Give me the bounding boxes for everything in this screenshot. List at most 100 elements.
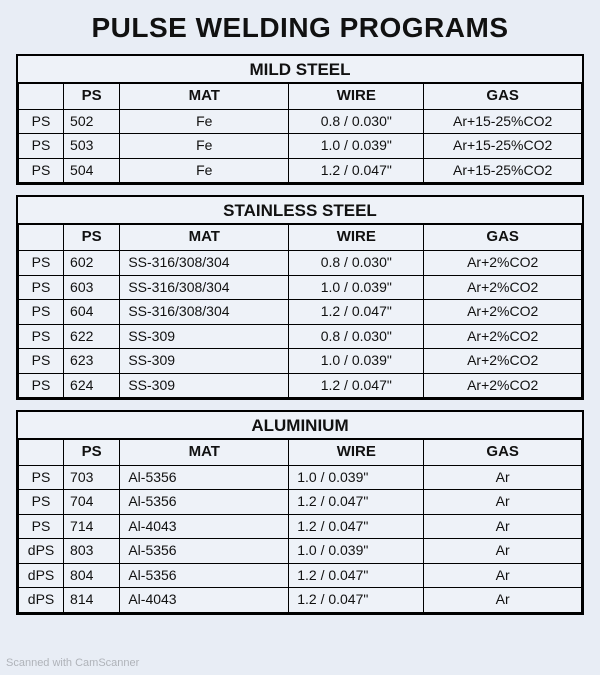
cell-mat: Al-5356	[120, 465, 289, 490]
section-mild-steel: MILD STEEL PS MAT WIRE GAS PS 502 Fe 0.8…	[16, 54, 584, 185]
cell-gas: Ar+2%CO2	[424, 373, 582, 398]
cell-gas: Ar	[424, 588, 582, 613]
cell-gas: Ar+15-25%CO2	[424, 109, 582, 134]
cell-wire: 1.0 / 0.039"	[289, 275, 424, 300]
cell-ps: 504	[64, 158, 120, 183]
col-blank	[19, 84, 64, 110]
table-row: PS 603 SS-316/308/304 1.0 / 0.039" Ar+2%…	[19, 275, 582, 300]
table-header-row: PS MAT WIRE GAS	[19, 84, 582, 110]
cell-ps: 503	[64, 134, 120, 159]
cell-prefix: PS	[19, 465, 64, 490]
table-row: PS 503 Fe 1.0 / 0.039" Ar+15-25%CO2	[19, 134, 582, 159]
cell-gas: Ar+2%CO2	[424, 275, 582, 300]
cell-wire: 1.0 / 0.039"	[289, 465, 424, 490]
table-stainless-steel: PS MAT WIRE GAS PS 602 SS-316/308/304 0.…	[18, 224, 582, 398]
table-row: PS 604 SS-316/308/304 1.2 / 0.047" Ar+2%…	[19, 300, 582, 325]
col-mat: MAT	[120, 440, 289, 466]
cell-mat: Al-5356	[120, 539, 289, 564]
section-heading: MILD STEEL	[18, 56, 582, 83]
cell-mat: SS-316/308/304	[120, 300, 289, 325]
cell-prefix: PS	[19, 349, 64, 374]
cell-prefix: PS	[19, 490, 64, 515]
cell-ps: 814	[64, 588, 120, 613]
scan-watermark: Scanned with CamScanner	[6, 657, 139, 669]
cell-wire: 1.0 / 0.039"	[289, 539, 424, 564]
table-aluminium: PS MAT WIRE GAS PS 703 Al-5356 1.0 / 0.0…	[18, 439, 582, 613]
cell-mat: SS-309	[120, 324, 289, 349]
cell-prefix: dPS	[19, 563, 64, 588]
table-mild-steel: PS MAT WIRE GAS PS 502 Fe 0.8 / 0.030" A…	[18, 83, 582, 183]
table-row: PS 502 Fe 0.8 / 0.030" Ar+15-25%CO2	[19, 109, 582, 134]
col-ps: PS	[64, 84, 120, 110]
col-wire: WIRE	[289, 225, 424, 251]
cell-wire: 1.2 / 0.047"	[289, 490, 424, 515]
cell-mat: SS-309	[120, 349, 289, 374]
col-wire: WIRE	[289, 440, 424, 466]
cell-wire: 1.2 / 0.047"	[289, 373, 424, 398]
cell-ps: 602	[64, 251, 120, 276]
cell-prefix: PS	[19, 514, 64, 539]
cell-mat: Al-5356	[120, 490, 289, 515]
cell-ps: 803	[64, 539, 120, 564]
cell-ps: 704	[64, 490, 120, 515]
col-mat: MAT	[120, 225, 289, 251]
cell-wire: 1.0 / 0.039"	[289, 349, 424, 374]
page-title: PULSE WELDING PROGRAMS	[16, 12, 584, 44]
cell-prefix: PS	[19, 300, 64, 325]
cell-prefix: PS	[19, 158, 64, 183]
cell-mat: SS-316/308/304	[120, 275, 289, 300]
cell-mat: SS-309	[120, 373, 289, 398]
cell-prefix: PS	[19, 109, 64, 134]
cell-wire: 1.2 / 0.047"	[289, 514, 424, 539]
cell-wire: 1.2 / 0.047"	[289, 300, 424, 325]
cell-gas: Ar	[424, 563, 582, 588]
cell-ps: 623	[64, 349, 120, 374]
cell-prefix: PS	[19, 134, 64, 159]
cell-mat: SS-316/308/304	[120, 251, 289, 276]
cell-gas: Ar	[424, 514, 582, 539]
col-gas: GAS	[424, 440, 582, 466]
table-row: dPS 814 Al-4043 1.2 / 0.047" Ar	[19, 588, 582, 613]
cell-gas: Ar	[424, 490, 582, 515]
cell-gas: Ar+2%CO2	[424, 324, 582, 349]
table-row: PS 602 SS-316/308/304 0.8 / 0.030" Ar+2%…	[19, 251, 582, 276]
table-row: PS 714 Al-4043 1.2 / 0.047" Ar	[19, 514, 582, 539]
cell-wire: 1.0 / 0.039"	[289, 134, 424, 159]
table-row: PS 504 Fe 1.2 / 0.047" Ar+15-25%CO2	[19, 158, 582, 183]
cell-prefix: PS	[19, 275, 64, 300]
cell-wire: 0.8 / 0.030"	[289, 251, 424, 276]
table-row: dPS 804 Al-5356 1.2 / 0.047" Ar	[19, 563, 582, 588]
cell-mat: Fe	[120, 158, 289, 183]
cell-gas: Ar+2%CO2	[424, 349, 582, 374]
cell-gas: Ar+2%CO2	[424, 300, 582, 325]
cell-wire: 1.2 / 0.047"	[289, 563, 424, 588]
cell-wire: 1.2 / 0.047"	[289, 588, 424, 613]
cell-gas: Ar	[424, 539, 582, 564]
section-aluminium: ALUMINIUM PS MAT WIRE GAS PS 703 Al-5356…	[16, 410, 584, 615]
table-row: dPS 803 Al-5356 1.0 / 0.039" Ar	[19, 539, 582, 564]
section-stainless-steel: STAINLESS STEEL PS MAT WIRE GAS PS 602 S…	[16, 195, 584, 400]
table-row: PS 623 SS-309 1.0 / 0.039" Ar+2%CO2	[19, 349, 582, 374]
table-row: PS 624 SS-309 1.2 / 0.047" Ar+2%CO2	[19, 373, 582, 398]
cell-mat: Al-5356	[120, 563, 289, 588]
cell-prefix: PS	[19, 324, 64, 349]
col-mat: MAT	[120, 84, 289, 110]
cell-ps: 603	[64, 275, 120, 300]
cell-wire: 1.2 / 0.047"	[289, 158, 424, 183]
cell-ps: 624	[64, 373, 120, 398]
col-gas: GAS	[424, 225, 582, 251]
col-blank	[19, 225, 64, 251]
cell-ps: 703	[64, 465, 120, 490]
cell-ps: 502	[64, 109, 120, 134]
col-ps: PS	[64, 225, 120, 251]
cell-mat: Al-4043	[120, 588, 289, 613]
cell-wire: 0.8 / 0.030"	[289, 109, 424, 134]
section-heading: STAINLESS STEEL	[18, 197, 582, 224]
cell-mat: Al-4043	[120, 514, 289, 539]
cell-ps: 804	[64, 563, 120, 588]
cell-prefix: PS	[19, 251, 64, 276]
table-header-row: PS MAT WIRE GAS	[19, 225, 582, 251]
table-row: PS 703 Al-5356 1.0 / 0.039" Ar	[19, 465, 582, 490]
col-blank	[19, 440, 64, 466]
cell-prefix: dPS	[19, 588, 64, 613]
